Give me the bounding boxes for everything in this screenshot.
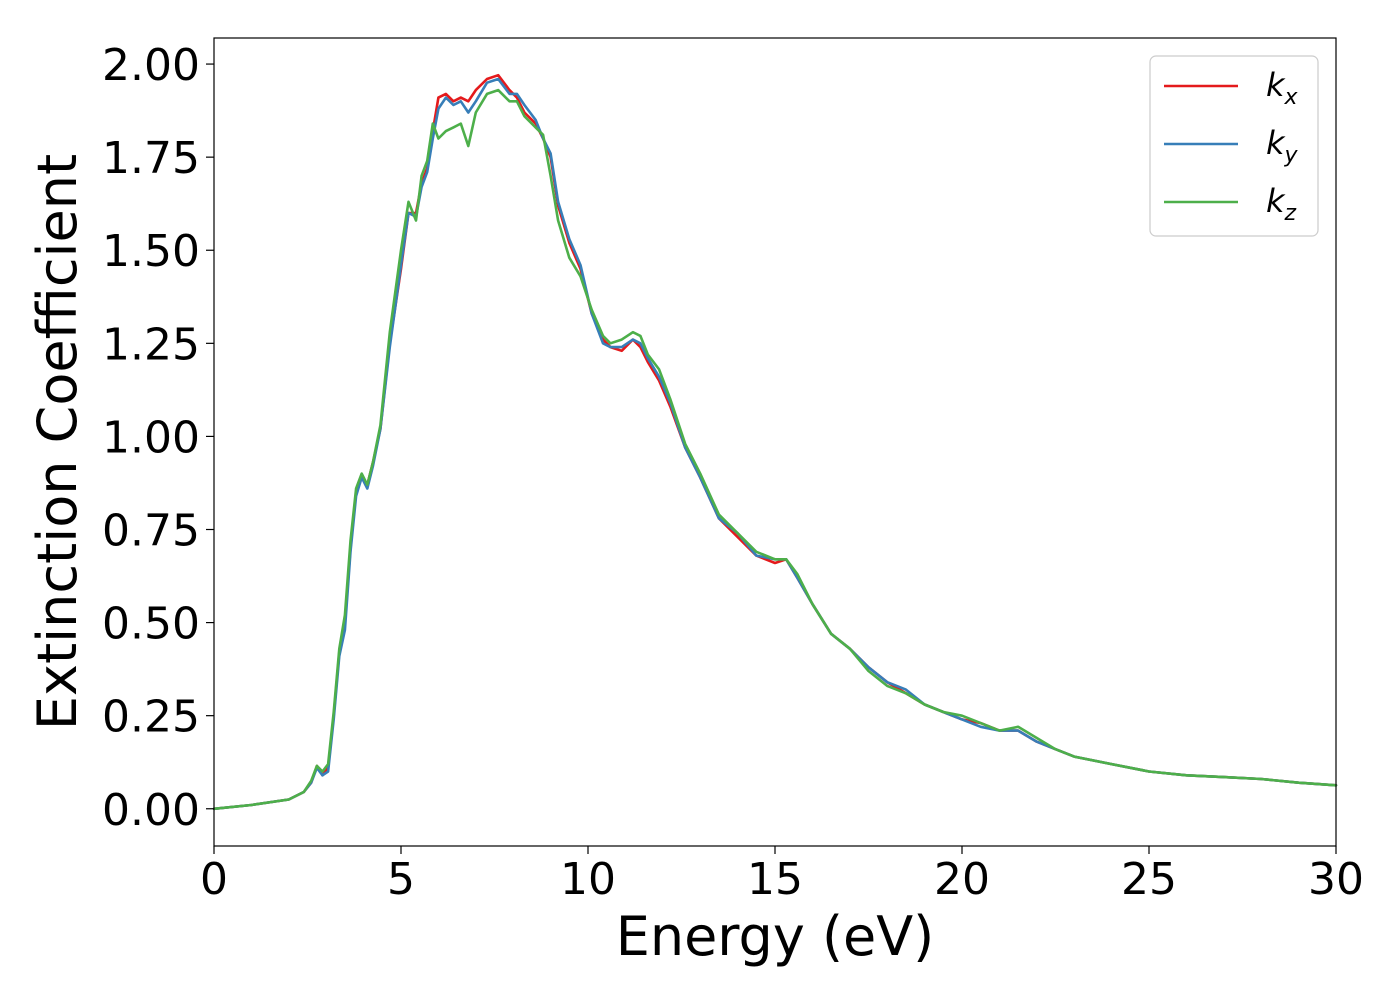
x-axis-title: Energy (eV) [616, 905, 935, 968]
x-tick-label: 0 [200, 854, 228, 905]
x-tick-label: 20 [934, 854, 990, 905]
y-tick-label: 0.50 [102, 599, 200, 650]
y-tick-label: 0.00 [102, 785, 200, 836]
y-tick-label: 1.50 [102, 226, 200, 277]
x-tick-label: 30 [1308, 854, 1364, 905]
legend: kx ky kz [1149, 55, 1319, 237]
plot-area [214, 38, 1336, 846]
y-tick-label: 1.00 [102, 412, 200, 463]
x-tick-label: 25 [1121, 854, 1177, 905]
y-tick-label: 2.00 [102, 40, 200, 91]
y-tick-label: 1.75 [102, 133, 200, 184]
series-line-y [212, 77, 1338, 811]
x-tick-label: 15 [747, 854, 803, 905]
y-tick-label: 0.25 [102, 692, 200, 743]
y-tick-label: 0.75 [102, 506, 200, 557]
x-tick-label: 10 [560, 854, 616, 905]
y-axis-ticks: 0.00 0.25 0.50 0.75 1.00 1.25 1.50 1.75 2.00 [102, 40, 214, 836]
series-layer [212, 73, 1338, 811]
legend-label-x: kx [1266, 66, 1299, 110]
legend-label-z: kz [1266, 182, 1297, 226]
legend-box [1149, 55, 1319, 237]
legend-label-y: ky [1266, 124, 1299, 168]
series-line-z [212, 88, 1338, 811]
y-tick-label: 1.25 [102, 319, 200, 370]
x-tick-label: 5 [387, 854, 415, 905]
y-axis-title: Extinction Coefficient [26, 154, 89, 730]
x-axis-ticks: 0 5 10 15 20 25 30 [200, 846, 1364, 905]
